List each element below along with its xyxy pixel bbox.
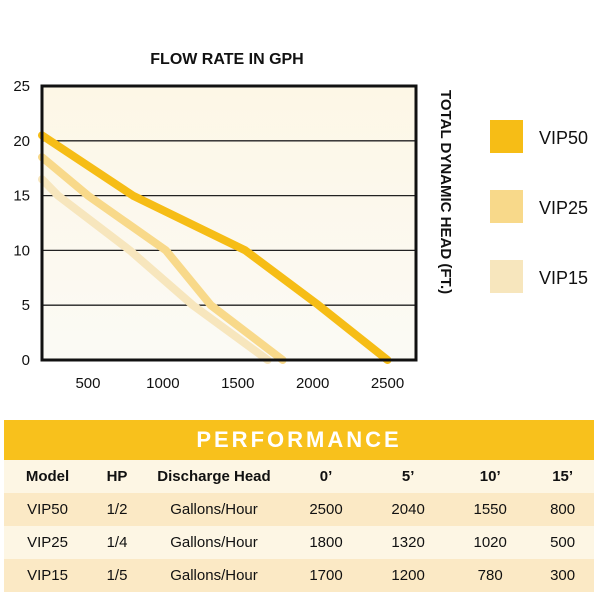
- x-tick-label: 2500: [371, 375, 404, 392]
- table-cell: 780: [449, 559, 532, 592]
- legend-label-vip50: VIP50: [539, 128, 588, 148]
- column-header: HP: [91, 460, 143, 493]
- y-tick-label: 10: [13, 242, 30, 259]
- table-cell: VIP15: [4, 559, 91, 592]
- chart-title: FLOW RATE IN GPH: [150, 51, 303, 68]
- table-row: VIP50 1/2 Gallons/Hour 2500 2040 1550 800: [4, 493, 594, 526]
- x-tick-label: 500: [75, 375, 100, 392]
- y-tick-label: 15: [13, 188, 30, 205]
- performance-table: Model HP Discharge Head 0’ 5’ 10’ 15’ VIP50 1/2…: [4, 460, 594, 592]
- x-tick-label: 2000: [296, 375, 329, 392]
- performance-header: PERFORMANCE: [4, 420, 594, 460]
- table-cell: 2040: [367, 493, 450, 526]
- series-line-vip15: [38, 175, 272, 364]
- table-row: VIP15 1/5 Gallons/Hour 1700 1200 780 300: [4, 559, 594, 592]
- table-cell: 800: [531, 493, 594, 526]
- plot-frame: [40, 84, 418, 362]
- y-tick-labels: 0 5 10 15 20 25: [13, 78, 30, 369]
- table-cell: 300: [531, 559, 594, 592]
- x-tick-label: 1500: [221, 375, 254, 392]
- table-cell: 1800: [285, 526, 368, 559]
- series-line-vip25: [38, 153, 287, 364]
- legend-label-vip15: VIP15: [539, 268, 588, 288]
- column-header: Model: [4, 460, 91, 493]
- performance-table-section: PERFORMANCE Model HP Discharge Head 0’ 5’ 10’…: [4, 420, 594, 592]
- table-cell: 1320: [367, 526, 450, 559]
- column-header: 0’: [285, 460, 368, 493]
- table-cell: Gallons/Hour: [143, 526, 285, 559]
- legend-swatch-vip50: [490, 120, 523, 153]
- column-header: 15’: [531, 460, 594, 493]
- y-tick-label: 5: [22, 297, 30, 314]
- column-header: 10’: [449, 460, 532, 493]
- y-tick-label: 20: [13, 133, 30, 150]
- table-cell: Gallons/Hour: [143, 559, 285, 592]
- table-cell: VIP50: [4, 493, 91, 526]
- x-tick-labels: 500 1000 1500 2000 2500: [75, 375, 404, 392]
- table-cell: 1/4: [91, 526, 143, 559]
- table-cell: 1550: [449, 493, 532, 526]
- legend-label-vip25: VIP25: [539, 198, 588, 218]
- column-header: Discharge Head: [143, 460, 285, 493]
- table-cell: 1020: [449, 526, 532, 559]
- table-row: VIP25 1/4 Gallons/Hour 1800 1320 1020 500: [4, 526, 594, 559]
- flow-rate-chart: FLOW RATE IN GPH 0 5 10 15 20 25 500 1000 1500 2…: [13, 51, 588, 392]
- table-cell: 1/2: [91, 493, 143, 526]
- table-cell: 1200: [367, 559, 450, 592]
- series-line-vip50: [38, 131, 392, 364]
- y-tick-label: 25: [13, 78, 30, 95]
- table-header-row: Model HP Discharge Head 0’ 5’ 10’ 15’: [4, 460, 594, 493]
- column-header: 5’: [367, 460, 450, 493]
- y-tick-label: 0: [22, 352, 30, 369]
- series-lines: [38, 131, 392, 364]
- y-axis-label: TOTAL DYNAMIC HEAD (FT.): [437, 90, 454, 294]
- table-cell: 1/5: [91, 559, 143, 592]
- legend-swatch-vip25: [490, 190, 523, 223]
- table-cell: 2500: [285, 493, 368, 526]
- table-cell: 1700: [285, 559, 368, 592]
- grid-lines: [42, 140, 416, 306]
- table-cell: VIP25: [4, 526, 91, 559]
- table-cell: 500: [531, 526, 594, 559]
- legend-swatch-vip15: [490, 260, 523, 293]
- legend: VIP50 VIP25 VIP15: [490, 120, 588, 293]
- table-cell: Gallons/Hour: [143, 493, 285, 526]
- x-tick-label: 1000: [146, 375, 179, 392]
